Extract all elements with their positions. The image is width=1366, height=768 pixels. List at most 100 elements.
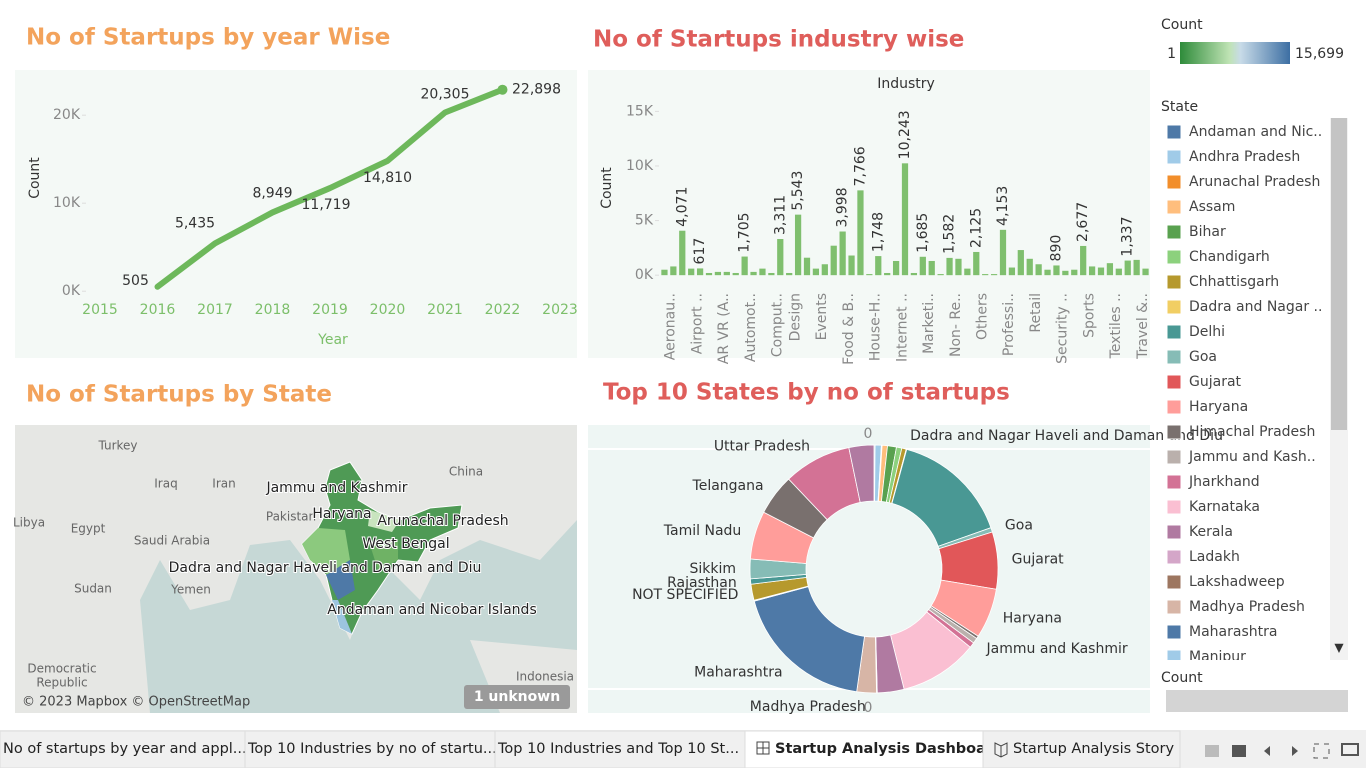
legend-swatch[interactable] [1166,349,1182,365]
legend-label[interactable]: Chandigarh [1189,249,1270,265]
legend-swatch[interactable] [1166,399,1182,415]
legend-label[interactable]: Kerala [1189,524,1233,540]
legend-swatch[interactable] [1166,299,1182,315]
bar [786,272,793,276]
legend-swatch[interactable] [1166,624,1182,640]
data-label: 1,748 [870,212,886,252]
legend-label[interactable]: Arunachal Pradesh [1189,174,1320,190]
x-tick-label: 2023 [542,302,578,318]
legend-label[interactable]: Jharkhand [1188,474,1260,490]
legend-label[interactable]: Delhi [1189,324,1225,340]
legend-swatch[interactable] [1166,449,1182,465]
data-label: 2,677 [1075,202,1091,242]
bar [910,272,918,276]
legend-swatch[interactable] [1166,524,1182,540]
legend-label[interactable]: Madhya Pradesh [1189,599,1305,615]
y-tick-label: 15K [626,103,654,119]
tab-control[interactable] [1292,746,1298,756]
tab-control[interactable] [1264,746,1270,756]
state-region [326,560,355,600]
legend-swatch[interactable] [1166,324,1182,340]
y-tick-label: 10K [53,195,81,211]
legend-label[interactable]: Gujarat [1189,374,1242,390]
legend-swatch[interactable] [1166,649,1182,664]
legend-swatch[interactable] [1166,124,1182,140]
legend-title: Count [1161,670,1203,686]
legend-swatch[interactable] [1166,574,1182,590]
legend-label[interactable]: Chhattisgarh [1189,274,1279,290]
bar [777,239,784,276]
country-label: Indonesia [516,670,574,684]
legend-label[interactable]: Ladakh [1189,549,1240,565]
bar [705,272,713,276]
data-label: 1,685 [915,213,931,253]
tab-control[interactable] [1205,745,1219,757]
data-label: 14,810 [363,170,412,186]
legend-label[interactable]: Maharashtra [1189,624,1277,640]
legend-swatch[interactable] [1166,274,1182,290]
tab-control[interactable] [1313,743,1330,759]
legend-label[interactable]: Lakshadweep [1189,574,1285,590]
legend-title: Count [1161,17,1203,33]
tab[interactable] [0,730,246,768]
y-tick-label: 20K [53,107,81,123]
slice-label: NOT SPECIFIED [632,587,738,603]
legend-swatch[interactable] [1166,499,1182,515]
tab[interactable] [244,730,496,768]
tab-label[interactable]: Startup Analysis Dashboard [775,741,1003,757]
legend-swatch[interactable] [1166,599,1182,615]
slice-label: Tamil Nadu [663,523,742,539]
tab-control[interactable] [1341,743,1359,756]
tab-label[interactable]: No of startups by year and appl... [3,741,247,757]
bar [901,163,909,276]
data-label: 10,243 [897,110,913,159]
data-label: 7,766 [852,146,868,186]
tab-label[interactable]: Top 10 Industries and Top 10 St... [497,741,739,757]
data-label: 4,071 [674,187,690,227]
legend-swatch[interactable] [1166,474,1182,490]
legend-label[interactable]: Jammu and Kash.. [1188,449,1316,465]
x-tick-label: Design [787,293,803,341]
legend-swatch[interactable] [1166,424,1182,440]
tab[interactable] [744,730,984,768]
bar [1071,269,1078,276]
legend-label[interactable]: Haryana [1189,399,1248,415]
tab-control[interactable] [1232,745,1246,757]
legend-label[interactable]: Manipur [1189,649,1246,665]
scroll-arrow[interactable]: ▼ [1334,641,1344,655]
bar [768,272,775,276]
legend-swatch[interactable] [1166,224,1182,240]
legend-swatch[interactable] [1166,149,1182,165]
slice-label: Madhya Pradesh [750,699,866,715]
legend-label[interactable]: Assam [1189,199,1235,215]
legend-swatch[interactable] [1166,199,1182,215]
legend-swatch[interactable] [1166,374,1182,390]
legend-label[interactable]: Himachal Pradesh [1189,424,1315,440]
unknown-label[interactable]: 1 unknown [474,689,560,705]
legend-swatch[interactable] [1166,549,1182,565]
legend-label[interactable]: Karnataka [1189,499,1260,515]
unknown-badge[interactable] [464,685,570,709]
data-label: 890 [1048,235,1064,262]
legend-label[interactable]: Andhra Pradesh [1189,149,1300,165]
bar [1017,250,1024,276]
tab-label[interactable]: Top 10 Industries by no of startu... [247,741,497,757]
legend-label[interactable]: Goa [1189,349,1217,365]
legend-swatch[interactable] [1166,174,1182,190]
bar [866,274,873,276]
legend-swatch[interactable] [1166,249,1182,265]
legend-max: 15,699 [1295,46,1344,62]
count-total-bar [1166,690,1348,712]
bar [750,271,757,276]
tab[interactable] [494,730,746,768]
y-tick-label: 5K [635,213,654,229]
legend-label[interactable]: Bihar [1189,224,1226,240]
scroll-thumb[interactable] [1331,118,1347,430]
legend-label[interactable]: Andaman and Nic.. [1189,124,1322,140]
country-label: Iraq [154,477,177,491]
legend-label[interactable]: Dadra and Nagar .. [1189,299,1322,315]
tab[interactable] [982,730,1181,768]
data-label: 1,337 [1120,216,1136,256]
tab-label[interactable]: Startup Analysis Story [1013,741,1174,757]
